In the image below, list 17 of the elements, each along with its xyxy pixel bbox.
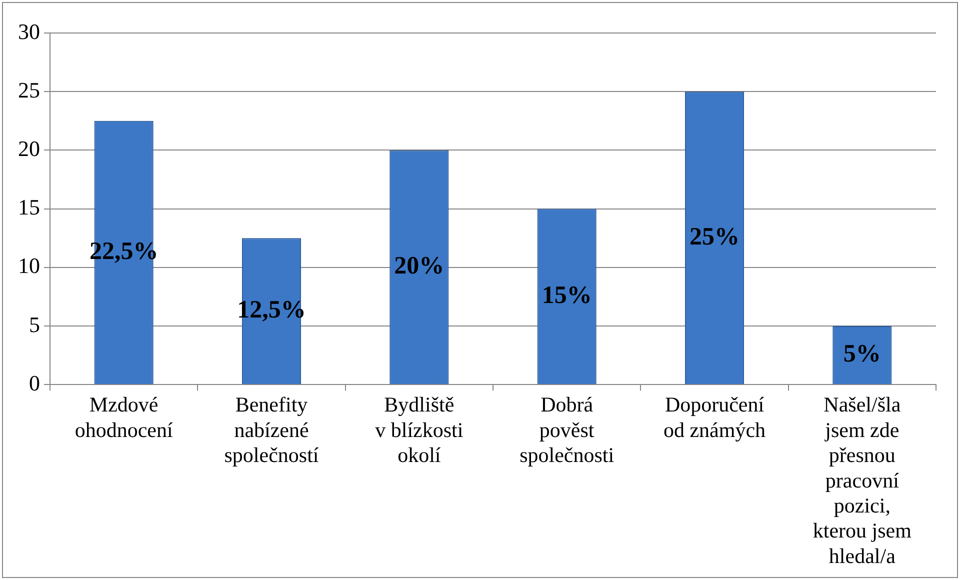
data-label: 20% xyxy=(394,252,444,280)
y-tick-label: 5 xyxy=(29,312,40,337)
x-tick-label: Doporučení od známých xyxy=(663,392,766,442)
x-tick-label: Benefity nabízené společností xyxy=(224,392,319,468)
x-tick-label: Dobrá pověst společnosti xyxy=(520,392,614,468)
y-tick-label: 20 xyxy=(18,136,40,161)
y-tick-label: 30 xyxy=(18,18,40,44)
y-tick-label: 25 xyxy=(18,77,40,102)
x-tick-label: Bydliště v blízkosti okolí xyxy=(375,392,464,468)
data-label: 15% xyxy=(542,282,592,309)
y-tick-label: 15 xyxy=(18,194,40,220)
y-tick-label: 10 xyxy=(18,253,40,278)
data-label: 25% xyxy=(690,223,740,250)
x-tick-label: Mzdové ohodnocení xyxy=(74,392,173,442)
y-tick-label: 0 xyxy=(29,370,40,396)
x-tick-label: Našel/šla jsem zde přesnou pracovní pozici, kterou jsem hledal/a xyxy=(812,392,912,568)
data-label: 5% xyxy=(843,340,881,368)
